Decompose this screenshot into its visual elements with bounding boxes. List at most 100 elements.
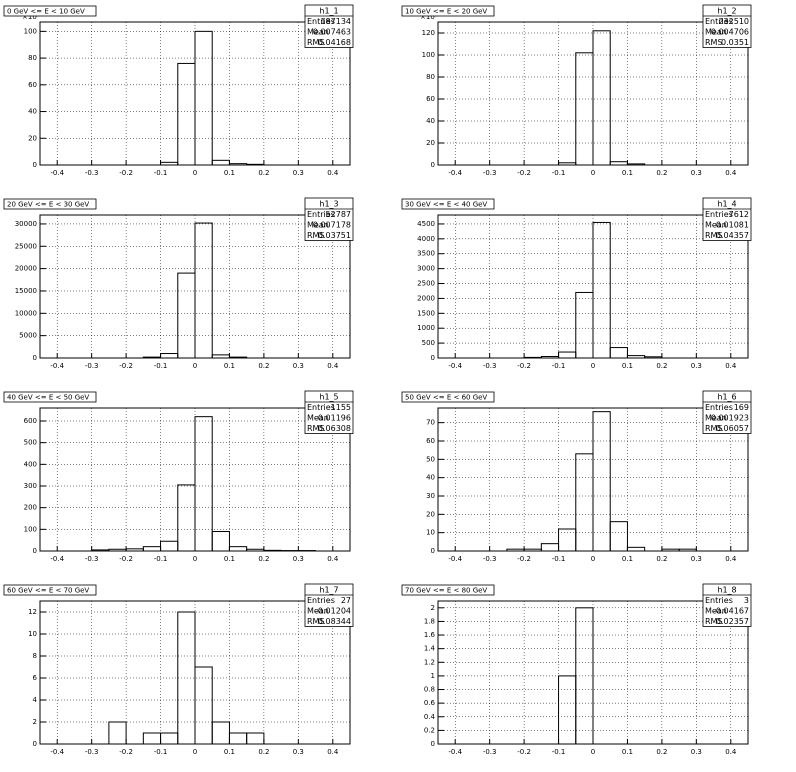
x-tick-label: 0.1 <box>224 555 235 563</box>
stats-value: 3 <box>744 596 749 605</box>
x-tick-label: 0.3 <box>691 169 702 177</box>
stats-value: 0.001923 <box>711 413 749 422</box>
stats-value: 0.01196 <box>318 413 351 422</box>
x-tick-label: -0.4 <box>448 748 462 756</box>
x-tick-label: -0.3 <box>483 169 497 177</box>
histogram-panel: 0 100 200 300 400 500 600 -0.4 -0.3 -0.2 -0.1 0 0.1 0… <box>3 390 354 563</box>
chart-title: 50 GeV <= E < 60 GeV <box>405 394 487 402</box>
stats-frame <box>304 4 354 48</box>
y-tick-label: 120 <box>422 29 435 37</box>
stats-name: h1_8 <box>717 586 736 595</box>
stats-label: Mean <box>705 413 727 422</box>
chart-title: 10 GeV <= E < 20 GeV <box>405 8 487 16</box>
stats-frame <box>304 583 354 627</box>
stats-label: RMS <box>705 231 723 240</box>
y-tick-label: 25000 <box>15 242 37 250</box>
y-tick-label: 5000 <box>19 332 37 340</box>
histogram-bin <box>246 732 265 745</box>
x-tick-label: -0.1 <box>552 362 566 370</box>
title-box <box>3 5 97 17</box>
stats-label: Entries <box>307 210 335 219</box>
x-tick-label: -0.3 <box>85 362 99 370</box>
x-tick-label: 0.4 <box>327 748 339 756</box>
histogram-bin <box>211 354 230 359</box>
histogram-bin <box>609 521 628 552</box>
y-tick-label: 1000 <box>417 324 435 332</box>
histogram-bin <box>678 548 697 552</box>
x-tick-label: 0.3 <box>691 362 702 370</box>
chart-title: 20 GeV <= E < 30 GeV <box>7 201 89 209</box>
stats-value: 232510 <box>718 17 749 26</box>
y-tick-label: 300 <box>24 482 37 490</box>
y-tick-label: 0.2 <box>424 726 435 734</box>
y-tick-label: 4500 <box>417 220 435 228</box>
stats-value: 0.04357 <box>716 231 749 240</box>
histogram-bin <box>592 30 611 166</box>
stats-label: RMS <box>307 231 325 240</box>
histogram-bin <box>626 163 646 166</box>
y-tick-label: 60 <box>426 437 435 445</box>
x-tick-label: 0 <box>193 362 197 370</box>
y-tick-label: 200 <box>24 504 37 512</box>
stats-value: 0.02357 <box>716 617 749 626</box>
stats-label: Entries <box>307 17 335 26</box>
histogram-bin <box>626 546 646 552</box>
y-tick-label: 100 <box>24 27 37 35</box>
y-tick-label: 100 <box>24 525 37 533</box>
x-tick-label: 0.2 <box>656 169 667 177</box>
stats-frame <box>702 390 752 434</box>
x-tick-label: -0.1 <box>552 169 566 177</box>
x-tick-label: 0.3 <box>293 362 304 370</box>
x-tick-label: -0.2 <box>119 748 133 756</box>
stats-value: 0.007178 <box>313 220 351 229</box>
title-box <box>401 198 495 210</box>
x-tick-label: 0.4 <box>327 555 339 563</box>
x-tick-label: 0.1 <box>622 748 633 756</box>
stats-label: RMS <box>705 38 723 47</box>
x-tick-label: -0.4 <box>50 169 64 177</box>
chart-title: 0 GeV <= E < 10 GeV <box>7 8 85 16</box>
stats-name: h1_5 <box>319 393 338 402</box>
histogram-bin <box>211 159 230 166</box>
x-tick-label: 0.2 <box>258 169 269 177</box>
stats-value: 0.007463 <box>313 27 351 36</box>
x-tick-label: -0.1 <box>154 748 168 756</box>
x-tick-label: -0.4 <box>50 748 64 756</box>
y-tick-label: 40 <box>426 117 435 125</box>
y-exponent: ×10³ <box>22 13 40 21</box>
stats-value: 27 <box>341 596 351 605</box>
y-tick-label: 0 <box>431 354 435 362</box>
x-tick-label: -0.2 <box>119 362 133 370</box>
stats-label: Mean <box>705 606 727 615</box>
x-tick-label: -0.1 <box>552 748 566 756</box>
y-tick-label: 10000 <box>15 309 37 317</box>
stats-value: 0.004706 <box>711 27 749 36</box>
stats-label: Entries <box>705 403 733 412</box>
x-tick-label: -0.3 <box>483 555 497 563</box>
y-tick-label: 0.6 <box>424 699 436 707</box>
x-tick-label: -0.3 <box>85 169 99 177</box>
x-tick-label: 0.2 <box>258 555 269 563</box>
x-tick-label: -0.3 <box>85 555 99 563</box>
histogram-bin <box>194 416 213 552</box>
x-tick-label: 0 <box>193 555 197 563</box>
title-box <box>3 391 97 403</box>
stats-value: 169 <box>734 403 749 412</box>
y-tick-label: 30000 <box>15 220 37 228</box>
x-tick-label: 0.3 <box>293 555 304 563</box>
stats-value: 52787 <box>326 210 351 219</box>
x-tick-label: 0.2 <box>656 555 667 563</box>
stats-label: Mean <box>307 413 329 422</box>
histogram-panel: 0 0.2 0.4 0.6 0.8 1 1.2 1.4 1.6 1.8 2 -0.4 -0.3 -0.2 -… <box>401 583 752 756</box>
x-tick-label: -0.2 <box>517 169 531 177</box>
y-tick-label: 0.4 <box>424 713 436 721</box>
y-tick-label: 20000 <box>15 265 37 273</box>
histogram-bin <box>592 411 611 552</box>
stats-value: 0.06057 <box>716 424 749 433</box>
stats-label: Entries <box>705 17 733 26</box>
x-tick-label: 0.1 <box>224 362 235 370</box>
histogram-panel: 0 500 1000 1500 2000 2500 3000 3500 4000 4500 -0.4… <box>401 197 752 370</box>
